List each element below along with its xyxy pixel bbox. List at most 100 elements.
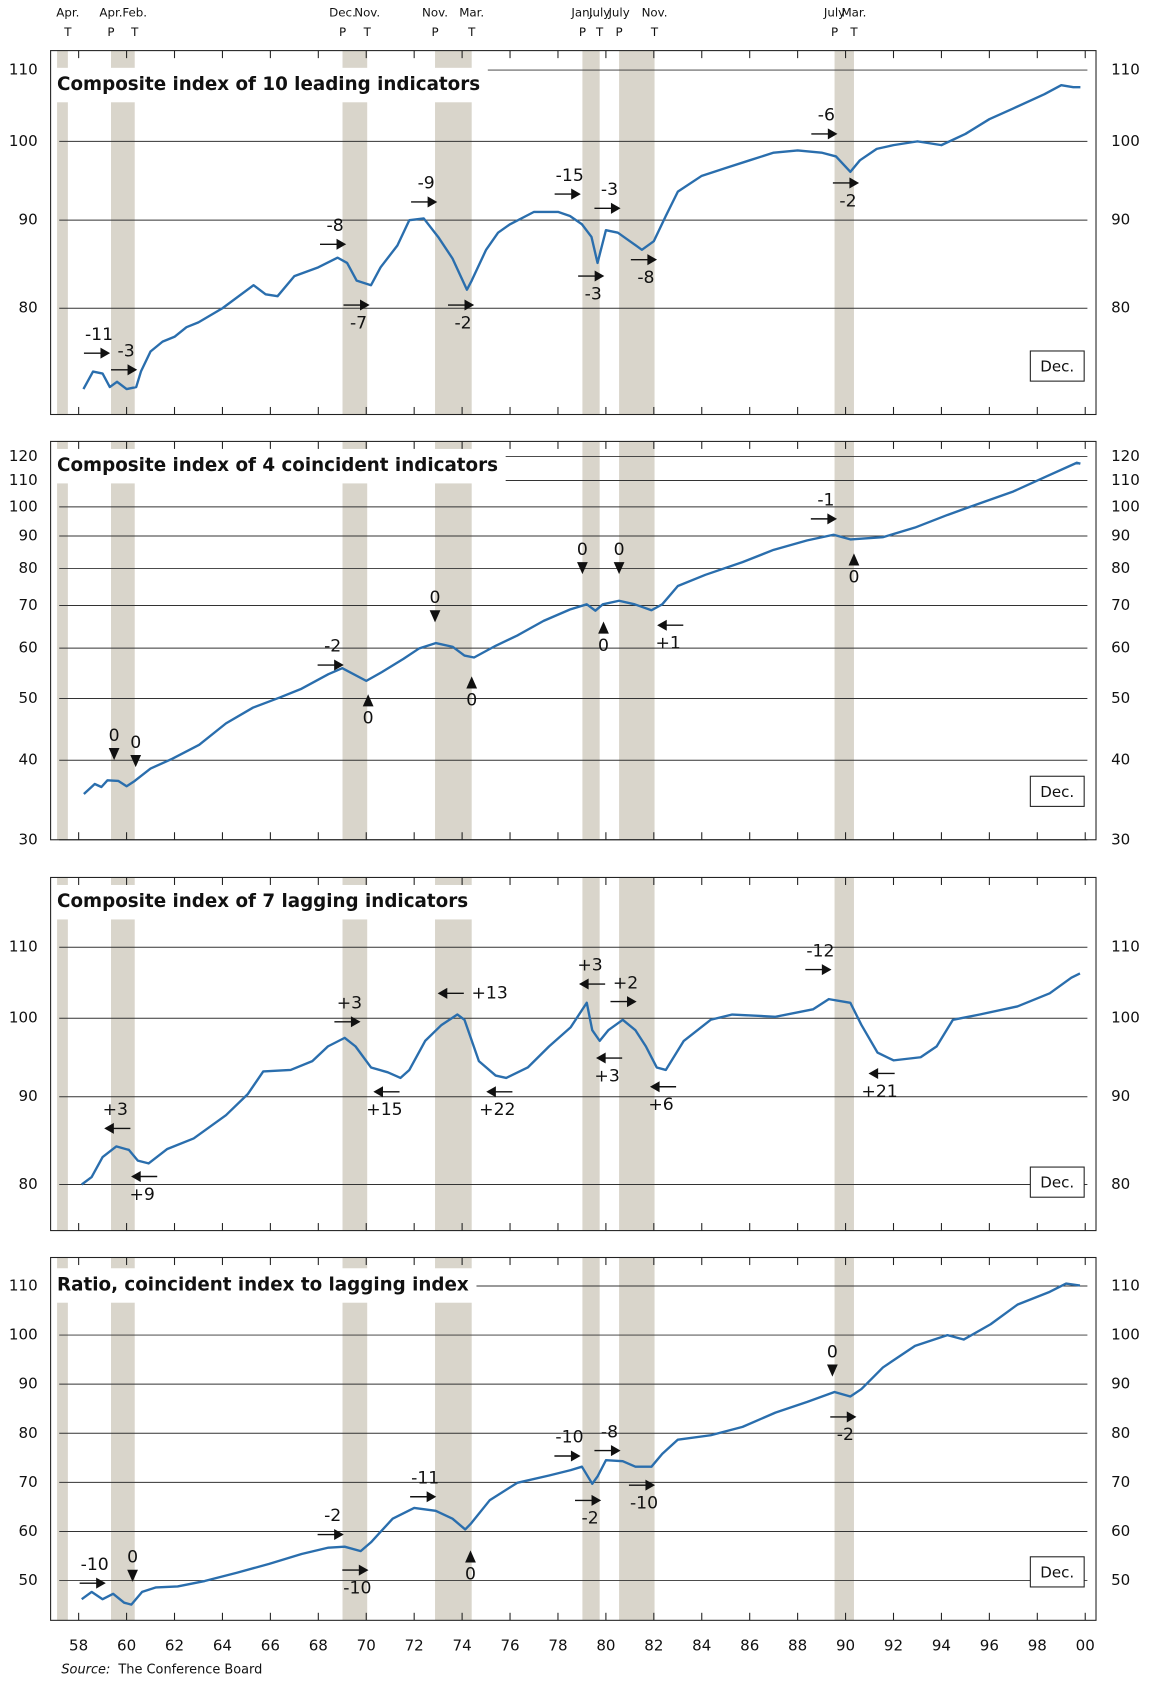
y-tick-label: 40 [19,751,38,769]
y-tick-label-right: 90 [1111,1375,1130,1393]
recession-band [111,441,135,840]
annotation-arrow [613,562,625,575]
note: Dec. [1040,1563,1074,1581]
y-tick-label-right: 100 [1111,1326,1140,1344]
turning-month: Mar. [459,5,484,19]
source: The Conference Board [117,1662,262,1677]
y-tick-label: 110 [9,61,38,79]
turning-letter: T [130,25,139,39]
x-tick-label: 94 [932,1637,951,1655]
title-box [51,884,476,920]
annotation: +13 [471,983,507,1003]
x-tick-label: 78 [548,1637,567,1655]
annotation: 0 [577,540,588,560]
annotation: +3 [337,993,362,1013]
recession-band [582,1257,600,1621]
y-tick-label: 90 [19,1087,38,1105]
annotation: -9 [418,174,435,194]
annotation-arrow [108,747,120,761]
annotation-arrow [320,238,347,250]
x-tick-label: 58 [69,1637,88,1655]
index-line [81,1282,1081,1606]
recession-band [111,1257,135,1621]
y-tick-label-right: 50 [1111,689,1130,707]
annotation-arrow [630,254,658,266]
y-tick-label-right: 70 [1111,596,1130,614]
turning-month: July [607,5,629,19]
recession-band [57,877,68,1231]
recession-band [619,50,655,415]
turning-month: July [823,5,845,19]
y-tick-label-right: 100 [1111,497,1140,515]
annotation-arrow [554,1450,581,1462]
y-tick-label: 100 [9,132,38,150]
source-label: Source: [61,1662,110,1677]
annotation-arrow [805,964,832,976]
x-tick-label: 70 [357,1637,376,1655]
annotation: +9 [129,1185,154,1205]
annotation: -1 [817,491,834,511]
x-tick-label: 66 [261,1637,280,1655]
y-tick-label: 110 [9,471,38,489]
turning-month: July [588,5,610,19]
turning-month: Nov. [642,5,668,19]
annotation: 0 [130,733,141,753]
x-tick-label: 62 [165,1637,184,1655]
y-tick-label-right: 80 [1111,559,1130,577]
recession-band [111,877,135,1231]
y-tick-label-right: 110 [1111,938,1140,956]
recession-band [582,877,600,1231]
y-tick-label-right: 100 [1111,132,1140,150]
note-box [1029,775,1085,807]
annotation-arrow [811,128,838,140]
annotation: -8 [601,1422,618,1442]
index-line [83,461,1081,795]
y-tick-label-right: 110 [1111,471,1140,489]
annotation: -2 [839,191,856,211]
x-tick-label: 74 [453,1637,472,1655]
turning-letter: T [467,25,476,39]
annotation: 0 [614,540,625,560]
annotation-arrow [131,1170,158,1183]
annotation-arrow [410,1491,437,1503]
annotation-arrow [317,1529,344,1541]
turning-month: Mar. [841,5,866,19]
annotation-arrow [610,996,637,1008]
annotation: -10 [630,1493,658,1513]
recession-band [834,50,854,415]
annotation: +6 [648,1095,673,1115]
y-tick-label: 90 [19,526,38,544]
annotation-arrow [465,1550,476,1563]
y-tick-label: 80 [19,1424,38,1442]
annotation-arrow [628,1479,656,1491]
annotation-arrow [437,987,464,999]
turning-letter: P [339,25,346,39]
x-tick-label: 98 [1028,1637,1047,1655]
note-box [1029,350,1085,382]
recession-band [342,441,368,840]
annotation: 0 [848,568,859,588]
x-tick-label: 60 [117,1637,136,1655]
y-tick-label-right: 90 [1111,1087,1130,1105]
y-tick-label-right: 120 [1111,447,1140,465]
note-box [1029,1166,1085,1198]
recession-band [834,877,854,1231]
annotation-arrow [373,1086,400,1098]
annotation: -11 [85,325,113,345]
y-tick-label: 70 [19,596,38,614]
y-tick-label: 110 [9,938,38,956]
annotation: -3 [601,180,618,200]
annotation: -7 [350,313,367,333]
annotation-arrow [447,299,475,311]
x-tick-label: 64 [213,1637,232,1655]
turning-month: Nov. [354,5,380,19]
turning-letter: P [431,25,438,39]
annotation-arrow [598,621,609,634]
annotation: -12 [806,941,834,961]
turning-month: Apr. [56,5,79,19]
y-tick-label: 30 [19,830,38,848]
annotation-arrow [104,1122,131,1134]
note: Dec. [1040,358,1074,376]
annotation-arrow [577,562,588,575]
annotation-arrow [334,1016,361,1028]
